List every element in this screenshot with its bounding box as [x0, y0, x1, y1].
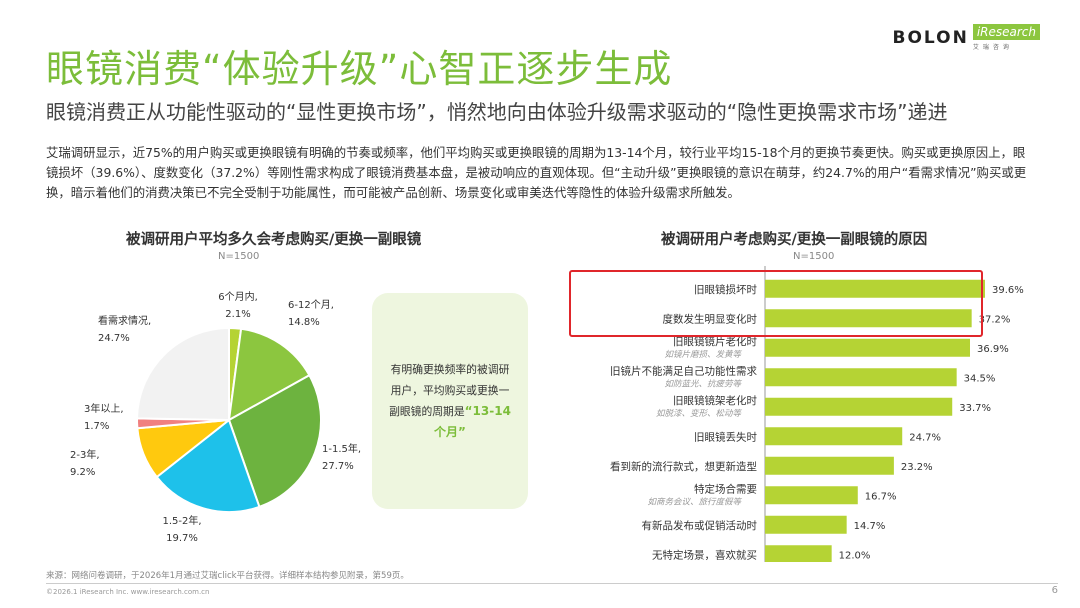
bar-value-label: 24.7%	[909, 432, 941, 443]
bar-value-label: 23.2%	[901, 462, 933, 473]
page-title: 眼镜消费“体验升级”心智正逐步生成	[46, 47, 673, 91]
bar-value-label: 37.2%	[979, 314, 1011, 325]
callout-text: 有明确更换频率的被调研用户，平均购买或更换一副眼镜的周期是“13-14个月”	[388, 359, 512, 443]
bar	[765, 338, 970, 357]
bar-value-label: 39.6%	[992, 285, 1024, 296]
bar-chart: 旧眼镜损坏时 39.6% 度数发生明显变化时 37.2% 旧眼镜镜片老化时如镜片磨损、发…	[569, 266, 1024, 562]
bar-value-label: 34.5%	[964, 373, 996, 384]
bar	[765, 309, 972, 328]
pie-slice-value: 27.7%	[322, 461, 354, 472]
bar-chart-note: N=1500	[793, 251, 835, 262]
pie-slice-label: 6-12个月,	[288, 299, 334, 311]
pie-slice-label: 6个月内,	[218, 290, 258, 303]
pie-slice-label: 1-1.5年,	[322, 442, 361, 455]
bar	[765, 545, 832, 562]
bar	[765, 279, 985, 298]
pie-slice-label: 3年以上,	[84, 402, 124, 415]
bar-category-label: 度数发生明显变化时	[663, 312, 758, 325]
bar-category-label: 特定场合需要	[694, 482, 757, 495]
callout-highlight: “13-14个月”	[434, 404, 511, 439]
brand-logo: BOLON iResearch 艾瑞咨询	[892, 24, 1040, 51]
page-number: 6	[1051, 585, 1058, 596]
bar	[765, 486, 858, 505]
highlight-box	[569, 270, 983, 337]
pie-chart-note: N=1500	[218, 251, 260, 262]
pie-slice-value: 2.1%	[225, 309, 250, 320]
iresearch-logo-cn: 艾瑞咨询	[972, 44, 1013, 51]
bar	[765, 515, 847, 534]
pie-slice	[227, 327, 311, 422]
pie-slice-value: 24.7%	[98, 333, 130, 344]
bar	[765, 456, 894, 475]
pie-chart-title: 被调研用户平均多久会考虑购买/更换一副眼镜	[126, 232, 422, 248]
bar-category-sublabel: 如商务会议、旅行度假等	[647, 496, 742, 507]
source-note: 来源：网络问卷调研，于2026年1月通过艾瑞click平台获得。详细样本结构参见…	[46, 571, 409, 581]
iresearch-logo: iResearch 艾瑞咨询	[972, 24, 1040, 51]
callout-box: 有明确更换频率的被调研用户，平均购买或更换一副眼镜的周期是“13-14个月”	[372, 293, 528, 509]
pie-slice	[135, 326, 230, 422]
bar-value-label: 16.7%	[865, 491, 897, 502]
pie-slice-value: 1.7%	[84, 421, 109, 432]
callout-body: 有明确更换频率的被调研用户，平均购买或更换一副眼镜的周期是	[389, 363, 510, 418]
pie-slice-label: 看需求情况,	[98, 314, 151, 327]
bar-category-sublabel: 如防蓝光、抗疲劳等	[664, 378, 742, 389]
bar-category-sublabel: 如镜片磨损、发黄等	[664, 349, 742, 360]
iresearch-logo-text: iResearch	[972, 24, 1040, 40]
bar-category-sublabel: 如脱漆、变形、松动等	[656, 408, 743, 419]
bar-category-label: 旧镜片不能满足自己功能性需求	[610, 364, 757, 377]
bar-category-label: 旧眼镜镜片老化时	[673, 335, 757, 348]
pie-slice-label: 2-3年,	[70, 448, 100, 461]
bar-category-label: 看到新的流行款式，想更新造型	[610, 460, 757, 473]
bar-category-label: 旧眼镜损坏时	[694, 283, 757, 296]
footer-divider	[46, 583, 1058, 584]
pie-slice-value: 19.7%	[166, 533, 198, 544]
pie-slice	[155, 418, 261, 513]
pie-slice-value: 9.2%	[70, 467, 95, 478]
bar-value-label: 12.0%	[839, 550, 871, 561]
bar	[765, 397, 953, 416]
pie-slice-value: 14.8%	[288, 317, 320, 328]
bar	[765, 427, 903, 446]
bar-category-label: 旧眼镜镜架老化时	[673, 394, 757, 407]
page-subtitle: 眼镜消费正从功能性驱动的“显性更换市场”，悄然地向由体验升级需求驱动的“隐性更换…	[46, 100, 948, 124]
bar-value-label: 36.9%	[977, 344, 1009, 355]
pie-chart: 6个月内, 2.1% 6-12个月, 14.8% 1-1.5年, 27.7% 1.5-2年,…	[70, 290, 361, 544]
intro-paragraph: 艾瑞调研显示，近75%的用户购买或更换眼镜有明确的节奏或频率，他们平均购买或更换…	[46, 145, 1027, 200]
bar-category-label: 有新品发布或促销活动时	[642, 519, 758, 532]
bar-chart-title: 被调研用户考虑购买/更换一副眼镜的原因	[661, 232, 928, 248]
bolon-logo-text: BOLON	[892, 27, 969, 48]
bar-category-label: 无特定场景，喜欢就买	[652, 548, 757, 561]
bar-value-label: 14.7%	[854, 521, 886, 532]
pie-slice-label: 1.5-2年,	[162, 514, 201, 527]
pie-slice	[227, 373, 322, 509]
bar-value-label: 33.7%	[959, 403, 991, 414]
copyright: ©2026.1 iResearch Inc. www.iresearch.com…	[46, 588, 210, 596]
bar	[765, 368, 957, 387]
bar-category-label: 旧眼镜丢失时	[694, 430, 757, 443]
